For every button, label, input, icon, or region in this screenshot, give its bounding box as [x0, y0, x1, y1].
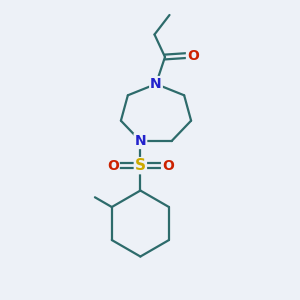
Text: O: O: [187, 49, 199, 62]
Text: S: S: [135, 158, 146, 173]
Text: O: O: [162, 159, 174, 172]
Text: N: N: [150, 77, 162, 91]
Text: O: O: [107, 159, 119, 172]
Text: N: N: [135, 134, 146, 148]
